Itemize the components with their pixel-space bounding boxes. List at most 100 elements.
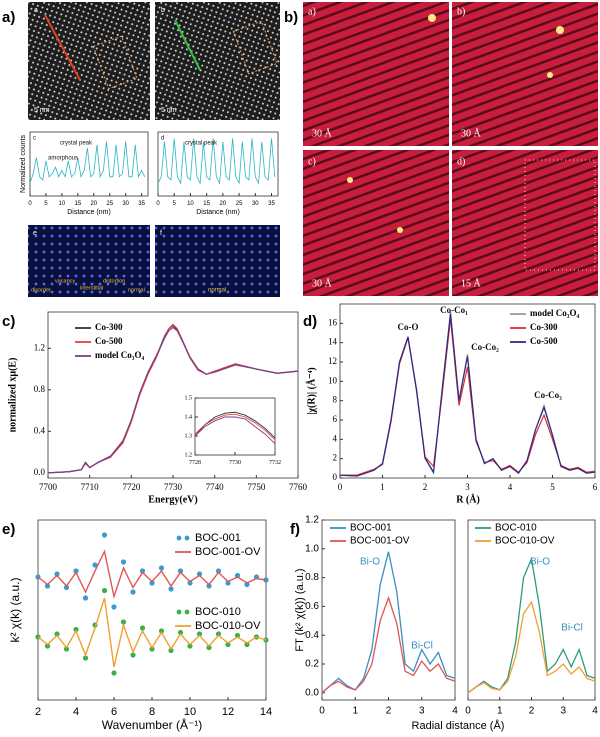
image-label: b)	[457, 6, 465, 17]
bright-spot	[547, 72, 553, 78]
image-label: d)	[457, 156, 465, 167]
annotation: Bi-Cl	[561, 623, 583, 634]
stm-image	[303, 150, 449, 296]
y-tick-label: 0.4	[305, 630, 319, 641]
data-point	[111, 670, 117, 676]
annotation: Co-O	[398, 322, 419, 332]
image-label: c)	[308, 156, 316, 167]
legend-label: BOC-010	[195, 606, 241, 618]
data-point	[44, 643, 51, 649]
annotation: Co-Co₁	[440, 305, 468, 315]
legend-label: BOC-001	[350, 523, 392, 534]
y-tick-label: 1.4	[185, 414, 193, 420]
image-label: distortion	[103, 278, 125, 284]
legend-label: BOC-010-OV	[495, 536, 555, 547]
x-tick-label: 4	[452, 706, 458, 717]
data-point	[158, 628, 165, 634]
legend-label: Co-500	[95, 336, 123, 346]
x-tick-label: 0	[319, 706, 325, 717]
x-tick-label: 7740	[206, 482, 225, 492]
stm-image	[452, 2, 598, 146]
y-tick-label: 1.2	[185, 452, 193, 458]
x-tick-label: 10	[187, 201, 194, 207]
image-label: normal	[128, 287, 145, 293]
y-tick-label: 1.2	[305, 515, 319, 526]
annotation: Bi-O	[530, 557, 550, 568]
legend-marker	[176, 535, 182, 541]
annotation: Bi-Cl	[411, 641, 433, 652]
y-tick-label: 6	[333, 414, 338, 424]
x-tick-label: 2	[529, 706, 535, 717]
x-tick-label: 15	[203, 201, 210, 207]
x-tick-label: 7730	[229, 460, 241, 466]
image-label: 15 Å	[461, 277, 482, 289]
data-point	[92, 562, 98, 568]
data-point	[73, 568, 79, 574]
x-tick-label: 7730	[164, 482, 183, 492]
image-label: vacancy	[55, 278, 75, 284]
x-tick-label: 7760	[289, 482, 308, 492]
panel-label: d)	[303, 313, 317, 330]
x-tick-label: 3	[419, 706, 425, 717]
stem-image	[155, 2, 280, 120]
grid-overlay	[524, 159, 596, 271]
annotation: c	[33, 136, 36, 142]
data-point	[130, 652, 136, 658]
annotation: Co-Co₂	[471, 342, 499, 352]
image-label: b	[161, 7, 165, 14]
y-axis-label: |χ(R)| (Å⁻⁴)	[305, 367, 317, 415]
plot-frame	[339, 303, 596, 479]
x-tick-label: 1	[352, 706, 358, 717]
bright-spot	[556, 26, 564, 34]
x-tick-label: 0	[465, 706, 471, 717]
data-point	[196, 631, 203, 637]
data-point	[101, 587, 108, 594]
image-label: 5 nm	[161, 107, 177, 114]
image-label: interstitial	[80, 285, 103, 291]
data-point	[54, 631, 60, 637]
data-line	[194, 411, 276, 439]
x-tick-label: 2	[35, 706, 41, 718]
x-axis-label: Radial distance (Å)	[412, 719, 505, 732]
y-axis-label: FT (k² χ(k)) (a.u.)	[294, 568, 306, 651]
x-axis-label: Distance (nm)	[67, 209, 111, 216]
legend-label: BOC-001-OV	[195, 546, 261, 558]
data-point	[215, 631, 222, 637]
y-tick-label: 0.6	[305, 601, 319, 612]
stem-image	[28, 2, 150, 120]
panel-label: b)	[284, 9, 298, 26]
data-point	[149, 580, 155, 586]
data-point	[82, 655, 89, 661]
bright-spot	[397, 227, 403, 233]
y-tick-label: 0.2	[305, 659, 319, 670]
data-line	[467, 600, 596, 694]
x-tick-label: 25	[236, 201, 243, 207]
y-tick-label: 1.0	[305, 543, 319, 554]
data-line	[157, 138, 276, 185]
data-line	[194, 416, 276, 444]
data-point	[177, 629, 184, 636]
data-point	[168, 647, 174, 654]
legend-marker	[184, 535, 190, 541]
legend-label: model Co₃O₄	[530, 308, 579, 318]
x-axis-label: Wavenumber (Å⁻¹)	[102, 717, 203, 732]
stm-image	[303, 2, 449, 146]
x-tick-label: 6	[593, 482, 598, 492]
annotation: crystal peak	[60, 141, 93, 147]
data-point	[234, 572, 241, 579]
legend-label: Co-500	[530, 336, 558, 346]
y-tick-label: 0.8	[34, 384, 46, 394]
y-tick-label: 2	[333, 453, 338, 463]
y-tick-label: 4	[333, 433, 338, 443]
simulated-image	[155, 225, 280, 297]
data-point	[234, 632, 241, 639]
legend-label: BOC-010	[495, 523, 537, 534]
line-profile	[44, 14, 81, 81]
x-tick-label: 2	[386, 706, 392, 717]
x-tick-label: 14	[260, 706, 272, 718]
x-tick-label: 4	[73, 706, 79, 718]
y-tick-label: 0.8	[305, 572, 319, 583]
y-axis-label: normalized xμ(E)	[7, 358, 18, 433]
line-profile	[174, 19, 201, 71]
